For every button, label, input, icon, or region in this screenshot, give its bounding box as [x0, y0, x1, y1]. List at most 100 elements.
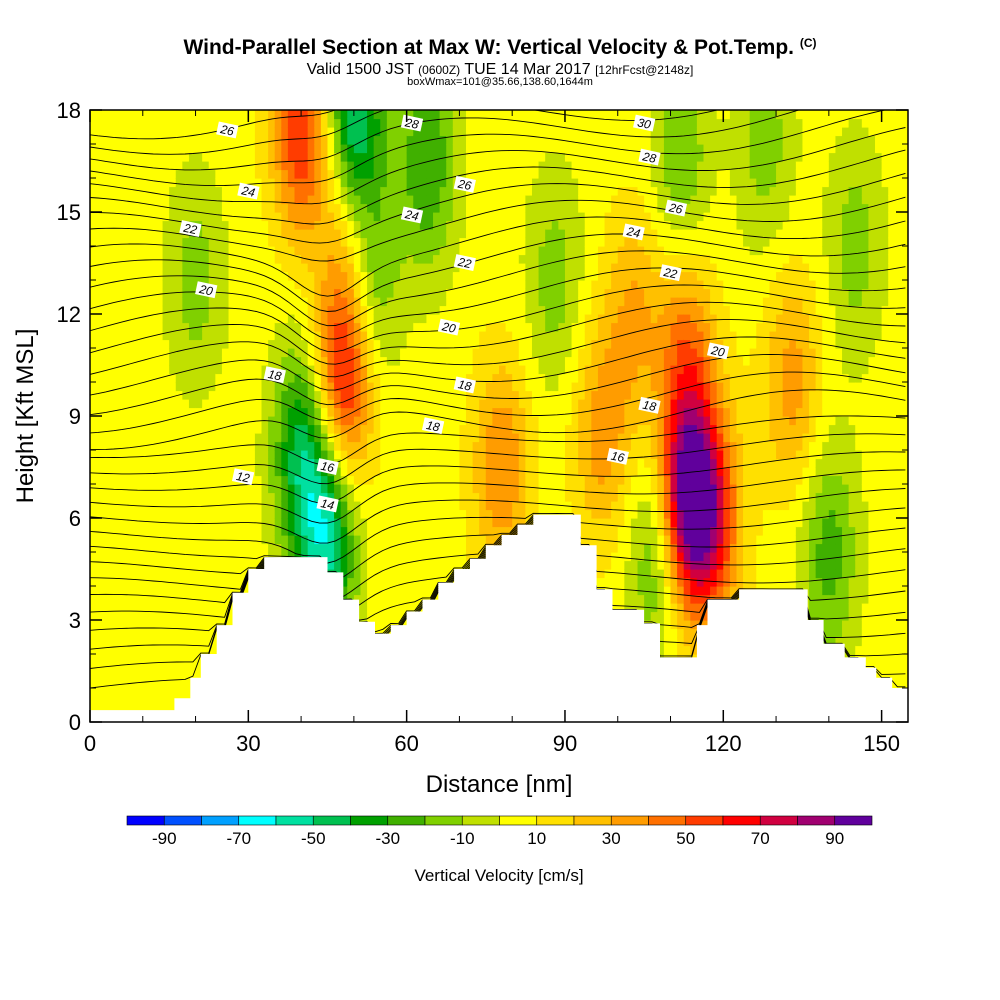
velocity-cell — [466, 271, 474, 281]
velocity-cell — [314, 118, 322, 128]
velocity-cell — [241, 280, 249, 290]
velocity-cell — [492, 416, 500, 426]
velocity-cell — [340, 254, 348, 264]
velocity-cell — [307, 441, 315, 451]
velocity-cell — [347, 297, 355, 307]
velocity-cell — [307, 552, 315, 562]
velocity-cell — [175, 331, 183, 341]
velocity-cell — [142, 671, 150, 681]
velocity-cell — [294, 433, 302, 443]
velocity-cell — [419, 390, 428, 400]
velocity-cell — [208, 254, 216, 264]
velocity-cell — [452, 458, 461, 468]
velocity-cell — [136, 220, 144, 230]
velocity-cell — [380, 178, 388, 188]
velocity-cell — [340, 195, 348, 205]
velocity-cell — [459, 322, 467, 332]
velocity-cell — [538, 144, 546, 154]
velocity-cell — [386, 135, 395, 145]
velocity-cell — [208, 203, 216, 213]
velocity-cell — [400, 569, 408, 579]
velocity-cell — [294, 203, 302, 213]
velocity-cell — [129, 628, 137, 638]
velocity-cell — [327, 161, 335, 171]
velocity-cell — [393, 441, 401, 451]
velocity-cell — [142, 696, 150, 706]
velocity-cell — [400, 467, 408, 477]
velocity-cell — [472, 110, 480, 120]
velocity-cell — [149, 620, 157, 630]
velocity-cell — [459, 203, 467, 213]
velocity-cell — [142, 637, 150, 647]
velocity-cell — [248, 314, 256, 324]
velocity-cell — [538, 407, 546, 417]
velocity-cell — [202, 348, 210, 358]
velocity-cell — [195, 263, 203, 273]
velocity-cell — [518, 135, 526, 145]
velocity-cell — [360, 518, 368, 528]
velocity-cell — [169, 560, 177, 570]
velocity-cell — [90, 603, 98, 613]
velocity-cell — [90, 543, 98, 553]
velocity-cell — [188, 416, 197, 426]
velocity-cell — [347, 110, 355, 120]
velocity-cell — [175, 637, 183, 647]
velocity-cell — [287, 501, 296, 511]
velocity-cell — [360, 594, 368, 604]
velocity-cell — [155, 671, 164, 681]
velocity-cell — [109, 135, 117, 145]
velocity-cell — [459, 135, 467, 145]
velocity-cell — [327, 509, 335, 519]
velocity-cell — [301, 135, 309, 145]
velocity-cell — [512, 382, 520, 392]
velocity-cell — [433, 195, 441, 205]
velocity-cell — [109, 679, 117, 689]
velocity-cell — [208, 577, 216, 587]
velocity-cell — [314, 186, 322, 196]
velocity-cell — [208, 110, 216, 120]
velocity-cell — [327, 110, 335, 120]
velocity-cell — [254, 339, 263, 349]
velocity-cell — [380, 365, 388, 375]
velocity-cell — [142, 518, 150, 528]
velocity-cell — [479, 509, 487, 519]
velocity-cell — [393, 271, 401, 281]
velocity-cell — [472, 390, 480, 400]
velocity-cell — [334, 118, 342, 128]
velocity-cell — [531, 433, 540, 443]
velocity-cell — [142, 373, 150, 383]
velocity-cell — [413, 314, 421, 324]
velocity-cell — [241, 407, 249, 417]
velocity-cell — [116, 322, 124, 332]
velocity-cell — [406, 399, 414, 409]
velocity-cell — [235, 348, 243, 358]
velocity-cell — [400, 416, 408, 426]
velocity-cell — [452, 560, 461, 570]
velocity-cell — [215, 526, 223, 536]
velocity-cell — [274, 424, 282, 434]
velocity-cell — [525, 178, 533, 188]
velocity-cell — [466, 118, 474, 128]
velocity-cell — [261, 501, 269, 511]
velocity-cell — [446, 390, 454, 400]
velocity-cell — [452, 220, 461, 230]
velocity-cell — [531, 484, 540, 494]
velocity-cell — [175, 161, 183, 171]
velocity-cell — [367, 348, 375, 358]
velocity-cell — [446, 458, 454, 468]
velocity-cell — [169, 569, 177, 579]
velocity-cell — [485, 263, 494, 273]
velocity-cell — [155, 450, 164, 460]
velocity-cell — [380, 280, 388, 290]
velocity-cell — [518, 356, 526, 366]
velocity-cell — [175, 518, 183, 528]
velocity-cell — [485, 450, 494, 460]
velocity-cell — [116, 127, 124, 137]
velocity-cell — [248, 195, 256, 205]
velocity-cell — [235, 305, 243, 315]
velocity-cell — [301, 475, 309, 485]
velocity-cell — [90, 169, 98, 179]
velocity-cell — [129, 246, 137, 256]
velocity-cell — [169, 501, 177, 511]
velocity-cell — [109, 399, 117, 409]
